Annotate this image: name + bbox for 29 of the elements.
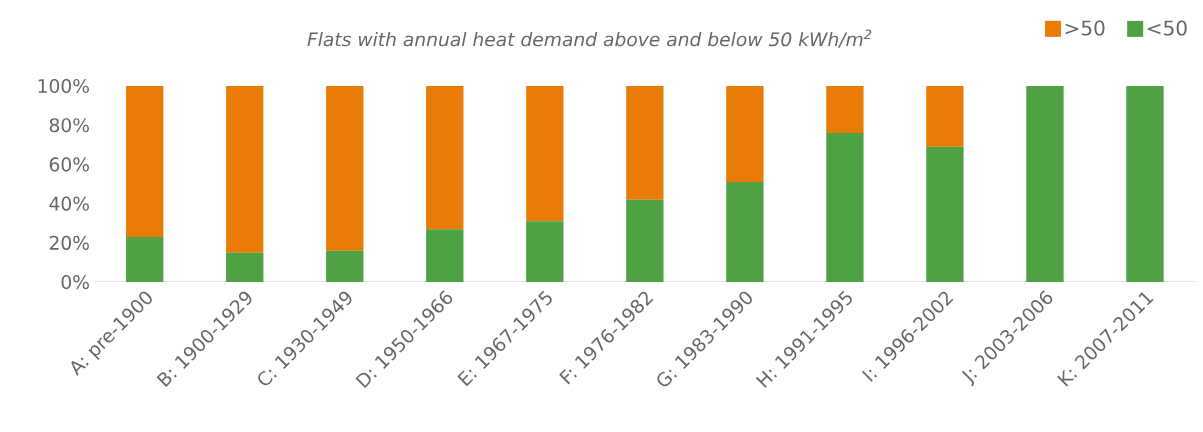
bar: [1026, 85, 1064, 283]
bar: [826, 133, 864, 283]
bar: [926, 146, 964, 283]
bar: [426, 229, 464, 283]
bar: [526, 85, 564, 222]
bar: [626, 85, 664, 200]
y-tick-label: 60%: [49, 157, 89, 172]
bar: [426, 85, 464, 230]
y-tick-label: 20%: [49, 235, 89, 250]
y-tick-label: 40%: [49, 196, 89, 211]
bar: [326, 250, 364, 283]
legend-label: <50: [1147, 20, 1187, 36]
chart-title: Flats with annual heat demand above and below 50 kWh/m$^{2}$: [307, 29, 872, 48]
y-tick-label: 80%: [49, 118, 89, 133]
bar: [126, 236, 164, 283]
bar: [226, 85, 264, 253]
bar: [726, 182, 764, 283]
bar: [826, 85, 864, 134]
bar: [626, 199, 664, 283]
bar: [226, 252, 264, 283]
bar: [1126, 85, 1164, 283]
bar: [526, 221, 564, 283]
legend-label: >50: [1065, 20, 1105, 36]
y-tick-label: 0%: [61, 274, 89, 290]
bar: [726, 85, 764, 183]
y-tick-label: 100%: [38, 78, 89, 94]
bar: [126, 85, 164, 237]
bar: [926, 85, 964, 147]
bar: [326, 85, 364, 251]
